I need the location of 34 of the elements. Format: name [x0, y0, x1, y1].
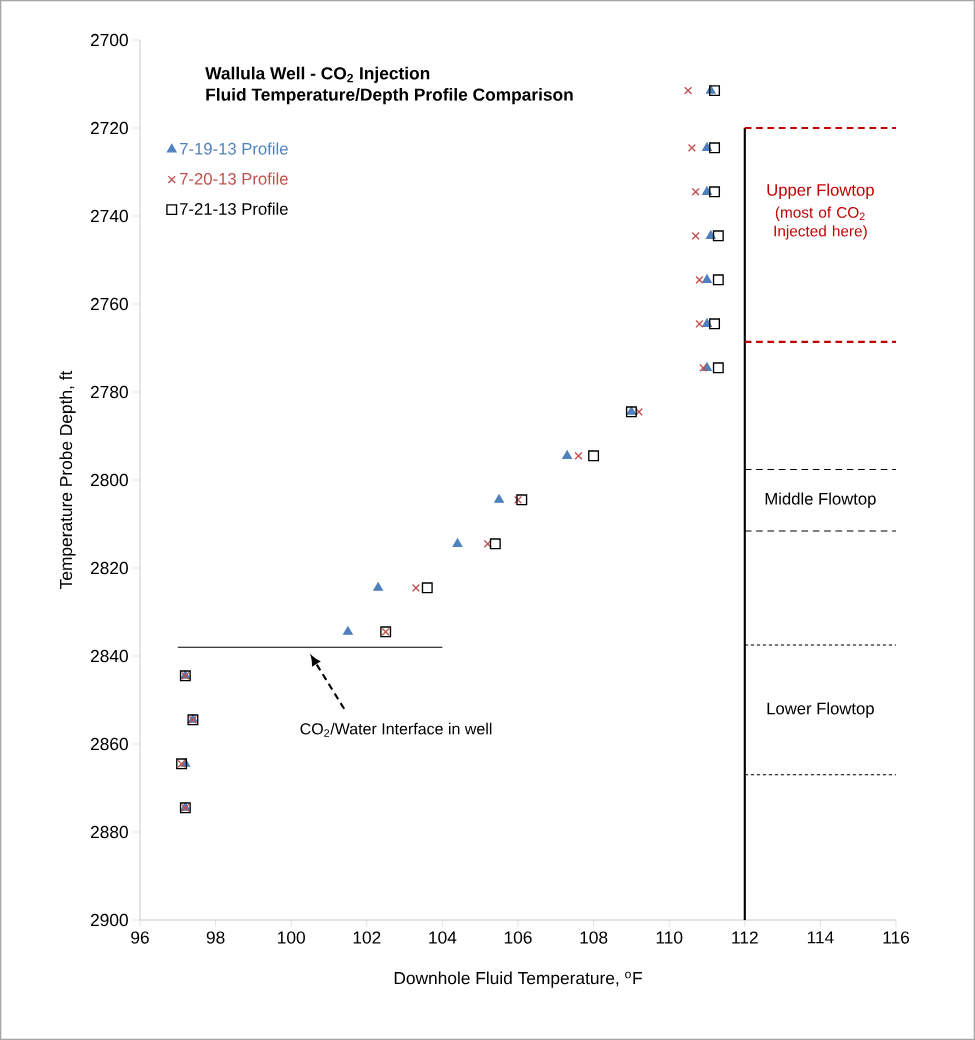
x-tick-label: 96: [131, 931, 149, 944]
ref-line-label: Lower Flowtop: [767, 702, 874, 718]
x-tick-label: 102: [353, 931, 381, 944]
text: Fluid Temperature/Depth Profile Comparison: [206, 88, 573, 105]
y-tick-label: 2860: [90, 737, 128, 751]
y-tick-label: 2820: [90, 561, 128, 575]
ref-line-label: CO$_{2}$/Water Interface in well: [300, 722, 492, 737]
x-tick-label: 106: [504, 931, 532, 944]
x-tick-label: 100: [278, 931, 305, 944]
ref-line-label: Upper Flowtop: [767, 183, 874, 200]
x-tick-label: 116: [883, 931, 910, 944]
x-tick-label: 114: [807, 931, 834, 944]
legend-label: 7-20-13 Profile: [180, 172, 288, 185]
y-tick-label: 2900: [90, 913, 128, 927]
y-axis-title: Temperature Probe Depth, ft: [59, 370, 76, 589]
annotation: (most of CO$_{2}$ Injected here): [774, 206, 867, 240]
y-tick-label: 2740: [90, 209, 128, 223]
text: Wallula Well - CO$_{2}$ Injection: [205, 66, 430, 83]
x-tick-label: 112: [732, 931, 758, 944]
x-axis-title: Downhole Fluid Temperature, $^{o}$F: [394, 971, 642, 988]
x-tick-label: 104: [429, 931, 457, 944]
ref-line-label: Middle Flowtop: [765, 492, 876, 509]
y-tick-label: 2800: [90, 473, 128, 487]
legend-label: 7-19-13 Profile: [180, 142, 288, 155]
y-tick-label: 2840: [90, 649, 128, 663]
y-tick-label: 2880: [90, 825, 128, 839]
x-tick-label: 98: [206, 931, 225, 944]
x-tick-label: 110: [656, 931, 683, 944]
y-tick-label: 2720: [90, 121, 128, 135]
y-tick-label: 2760: [90, 297, 128, 311]
x-tick-label: 108: [580, 931, 608, 944]
y-tick-label: 2780: [90, 385, 128, 399]
legend-label: 7-21-13 Profile: [180, 202, 288, 215]
y-tick-label: 2700: [90, 33, 128, 47]
